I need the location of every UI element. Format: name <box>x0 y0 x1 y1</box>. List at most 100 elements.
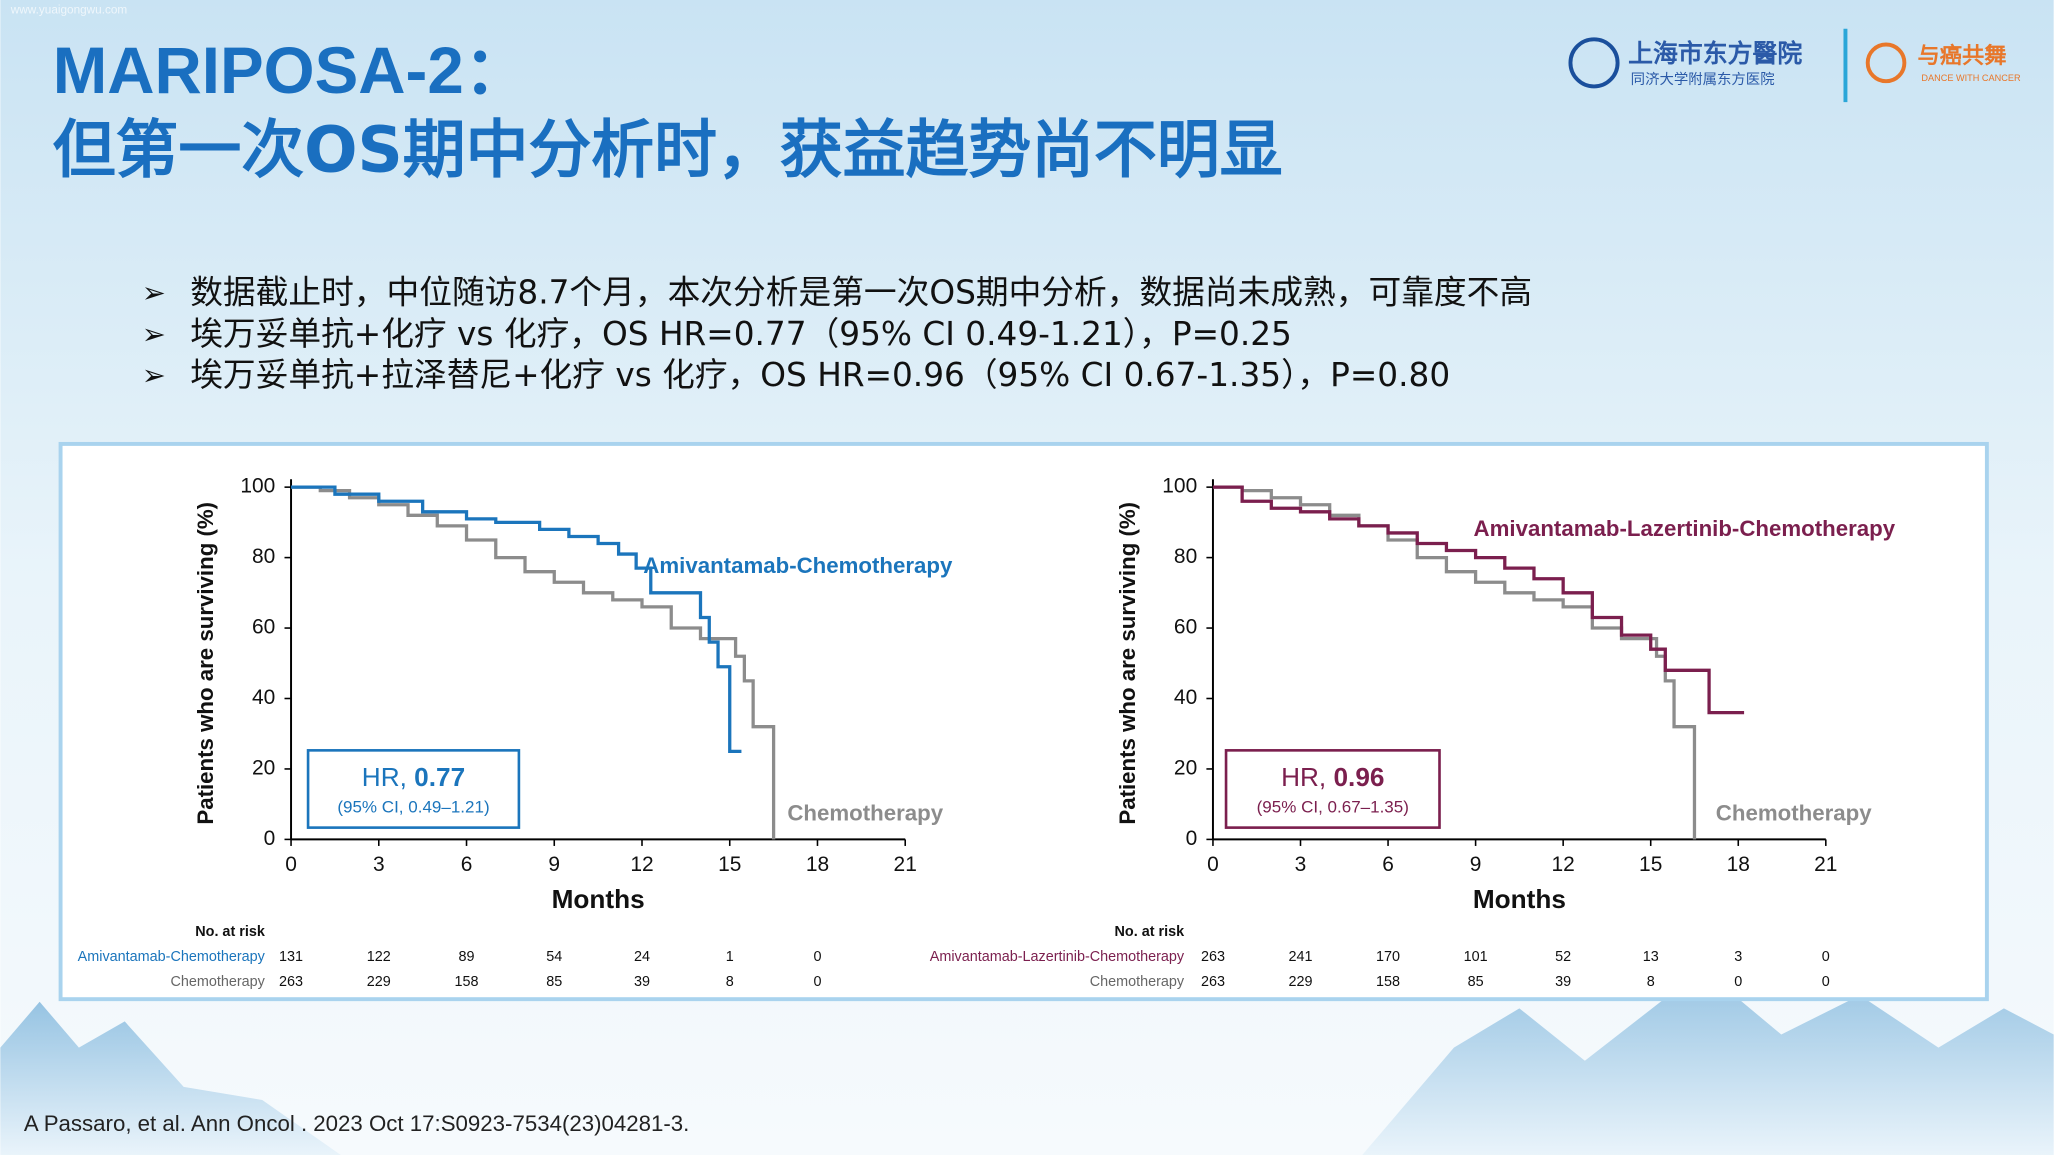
y-tick-label: 80 <box>1174 545 1197 568</box>
x-axis-label: Months <box>1473 884 1566 914</box>
risk-count: 13 <box>1643 949 1659 965</box>
y-tick-label: 40 <box>1174 686 1197 709</box>
risk-count: 85 <box>546 974 562 990</box>
y-tick-label: 100 <box>1162 475 1197 498</box>
risk-count: 39 <box>634 974 650 990</box>
y-tick-label: 60 <box>252 616 275 639</box>
partner-name: 与癌共舞 <box>1917 42 2006 69</box>
risk-count: 241 <box>1288 949 1312 965</box>
x-tick-label: 3 <box>1295 853 1307 876</box>
x-tick-label: 15 <box>1639 853 1662 876</box>
risk-count: 85 <box>1468 974 1484 990</box>
x-tick-label: 6 <box>461 853 473 876</box>
y-axis-label: Patients who are surviving (%) <box>1115 502 1140 825</box>
hr-text: HR, 0.77 <box>362 762 465 792</box>
risk-count: 122 <box>367 949 391 965</box>
y-tick-label: 40 <box>252 686 275 709</box>
bullet-marker: ➢ <box>142 276 166 310</box>
risk-count: 0 <box>1822 949 1830 965</box>
bullet-text: 埃万妥单抗+拉泽替尼+化疗 vs 化疗，OS HR=0.96（95% CI 0.… <box>190 356 1450 394</box>
risk-table-title: No. at risk <box>195 924 266 940</box>
title-line: 但第一次OS期中分析时，获益趋势尚不明显 <box>53 114 1283 187</box>
hospital-name: 上海市东方醫院 <box>1628 39 1802 68</box>
watermark: www.yuaigongwu.com <box>10 4 128 17</box>
bullet-marker: ➢ <box>142 317 166 351</box>
series-label: Chemotherapy <box>1716 800 1872 825</box>
risk-count: 263 <box>1201 974 1225 990</box>
risk-count: 0 <box>1822 974 1830 990</box>
hr-text: HR, 0.96 <box>1281 762 1384 792</box>
mountain <box>1362 969 2054 1155</box>
risk-count: 131 <box>279 949 303 965</box>
risk-row-name: Chemotherapy <box>170 974 265 990</box>
series-label: Amivantamab-Lazertinib-Chemotherapy <box>1474 516 1896 541</box>
risk-count: 158 <box>455 974 479 990</box>
hr-box <box>306 749 521 829</box>
risk-count: 24 <box>634 949 650 965</box>
risk-row-name: Chemotherapy <box>1090 974 1185 990</box>
risk-count: 1 <box>726 949 734 965</box>
hr-box <box>1224 749 1441 829</box>
hr-label: HR, <box>1281 762 1333 792</box>
y-axis-label: Patients who are surviving (%) <box>193 502 218 825</box>
y-tick-label: 0 <box>264 827 276 850</box>
title-line: MARIPOSA-2： <box>53 34 530 107</box>
x-tick-label: 6 <box>1382 853 1394 876</box>
y-tick-label: 20 <box>1174 756 1197 779</box>
risk-count: 52 <box>1555 949 1571 965</box>
x-tick-label: 18 <box>1727 853 1750 876</box>
survival-curve <box>1212 485 1697 840</box>
y-tick-label: 100 <box>240 475 275 498</box>
partner-subname: DANCE WITH CANCER <box>1921 73 2021 83</box>
hospital-logo <box>1568 37 1620 89</box>
risk-count: 263 <box>279 974 303 990</box>
hr-ci: (95% CI, 0.49–1.21) <box>337 797 489 816</box>
risk-count: 54 <box>546 949 562 965</box>
y-tick-label: 20 <box>252 756 275 779</box>
risk-count: 0 <box>1734 974 1742 990</box>
mountain <box>0 1001 341 1155</box>
citation: A Passaro, et al. Ann Oncol . 2023 Oct 1… <box>24 1111 689 1136</box>
hr-label: HR, <box>362 762 414 792</box>
x-tick-label: 15 <box>718 853 741 876</box>
x-tick-label: 18 <box>806 853 829 876</box>
risk-count: 229 <box>367 974 391 990</box>
hr-value: 0.77 <box>414 762 465 792</box>
risk-count: 89 <box>459 949 475 965</box>
x-tick-label: 21 <box>1814 853 1837 876</box>
series-label: Chemotherapy <box>787 800 943 825</box>
y-tick-label: 0 <box>1186 827 1198 850</box>
bullet-marker: ➢ <box>142 358 166 392</box>
risk-row-name: Amivantamab-Lazertinib-Chemotherapy <box>930 949 1185 965</box>
survival-curve <box>291 485 742 753</box>
risk-count: 263 <box>1201 949 1225 965</box>
risk-count: 170 <box>1376 949 1400 965</box>
risk-count: 229 <box>1288 974 1312 990</box>
risk-count: 0 <box>813 974 821 990</box>
partner-logo <box>1865 42 1907 84</box>
series-label: Amivantamab-Chemotherapy <box>643 553 953 578</box>
x-tick-label: 21 <box>894 853 917 876</box>
y-tick-label: 80 <box>252 545 275 568</box>
risk-count: 158 <box>1376 974 1400 990</box>
x-tick-label: 3 <box>373 853 385 876</box>
risk-count: 3 <box>1734 949 1742 965</box>
hr-ci: (95% CI, 0.67–1.35) <box>1257 797 1409 816</box>
risk-count: 8 <box>726 974 734 990</box>
risk-count: 8 <box>1647 974 1655 990</box>
y-tick-label: 60 <box>1174 616 1197 639</box>
x-tick-label: 9 <box>548 853 560 876</box>
survival-curve <box>1212 485 1745 715</box>
x-tick-label: 9 <box>1470 853 1482 876</box>
risk-count: 101 <box>1464 949 1488 965</box>
bullet-list: ➢ 数据截止时，中位随访8.7个月，本次分析是第一次OS期中分析，数据尚未成熟，可… <box>142 274 1532 395</box>
bullet-text: 数据截止时，中位随访8.7个月，本次分析是第一次OS期中分析，数据尚未成熟，可靠… <box>190 274 1532 312</box>
risk-count: 39 <box>1555 974 1571 990</box>
hr-value: 0.96 <box>1333 762 1384 792</box>
x-tick-label: 12 <box>1552 853 1575 876</box>
risk-count: 0 <box>813 949 821 965</box>
